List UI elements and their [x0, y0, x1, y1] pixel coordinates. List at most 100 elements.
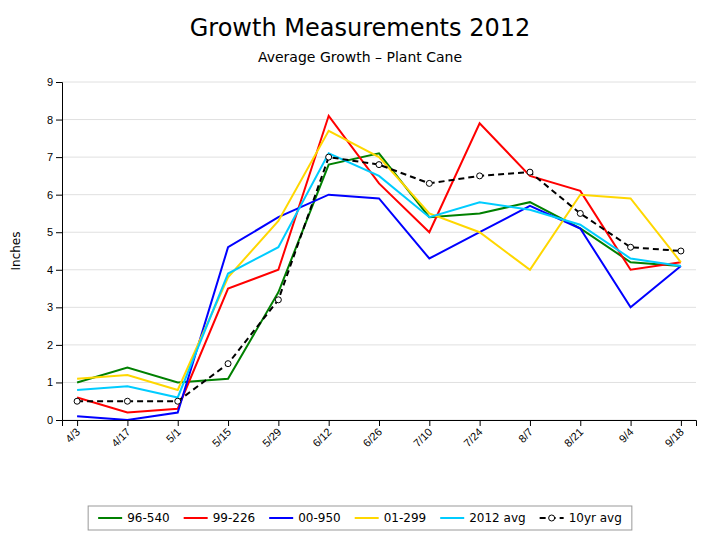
x-tick: 4/3 — [63, 420, 82, 445]
y-tick: 7 — [47, 151, 62, 163]
x-tick-label: 6/26 — [361, 426, 385, 450]
legend-marker — [549, 515, 555, 521]
y-tick-mark — [56, 82, 62, 83]
marker — [124, 398, 130, 404]
grid-line — [62, 82, 696, 83]
x-tick-label: 5/29 — [260, 426, 284, 450]
y-tick: 0 — [47, 414, 62, 426]
x-tick: 7/24 — [461, 420, 485, 449]
x-tick-mark — [530, 420, 531, 426]
x-tick-mark — [631, 420, 632, 426]
x-tick: 6/12 — [310, 420, 334, 449]
series-line — [77, 153, 681, 397]
series-line — [77, 153, 681, 382]
x-tick-label: 5/15 — [210, 426, 234, 450]
marker — [175, 398, 181, 404]
marker — [326, 154, 332, 160]
y-tick: 4 — [47, 264, 62, 276]
x-tick-label: 8/21 — [562, 426, 586, 450]
x-tick-mark — [379, 420, 380, 426]
grid-line — [62, 194, 696, 195]
plot: 0 1 2 3 4 5 6 7 8 9 4/3 4/17 5/1 5/15 5/29 6/12 6/26 7/10… — [47, 76, 697, 449]
x-tick-mark — [580, 420, 581, 426]
x-tick-label: 4/3 — [63, 426, 82, 445]
x-tick: 9/18 — [662, 420, 686, 449]
legend-swatch — [98, 517, 122, 519]
y-tick-mark — [56, 307, 62, 308]
legend-swatch — [355, 517, 379, 519]
x-tick: 5/29 — [260, 420, 284, 449]
marker — [678, 248, 684, 254]
y-tick: 8 — [47, 114, 62, 126]
grid-line — [62, 344, 696, 345]
y-tick-label: 3 — [47, 301, 53, 313]
y-tick: 9 — [47, 76, 62, 88]
y-tick: 5 — [47, 226, 62, 238]
y-tick: 6 — [47, 189, 62, 201]
marker — [426, 180, 432, 186]
grid-line — [62, 232, 696, 233]
x-tick: 5/15 — [210, 420, 234, 449]
subtitle: Average Growth – Plant Cane — [258, 49, 462, 65]
x-tick-mark — [178, 420, 179, 426]
y-tick-mark — [56, 195, 62, 196]
legend: 96-540 99-226 00-950 01-299 2012 avg 10yr avg — [88, 506, 632, 530]
y-tick-label: 4 — [47, 264, 53, 276]
y-tick: 2 — [47, 339, 62, 351]
marker — [477, 173, 483, 179]
legend-label: 10yr avg — [569, 511, 622, 525]
series-line — [77, 116, 681, 413]
x-tick-label: 7/10 — [411, 426, 435, 450]
marker — [74, 398, 80, 404]
marks — [74, 116, 684, 420]
x-tick-label: 5/1 — [164, 426, 183, 445]
x-tick-mark — [228, 420, 229, 426]
marker — [527, 169, 533, 175]
legend-label: 01-299 — [384, 511, 427, 525]
y-tick-mark — [56, 157, 62, 158]
marker — [376, 162, 382, 168]
x-axis: 4/3 4/17 5/1 5/15 5/29 6/12 6/26 7/10 7/24 8/7 8/2… — [63, 420, 697, 449]
legend-label: 2012 avg — [469, 511, 525, 525]
x-axis-line — [63, 421, 697, 427]
legend-label: 99-226 — [213, 511, 256, 525]
x-tick: 4/17 — [109, 420, 133, 449]
x-tick: 9/4 — [616, 420, 635, 445]
legend-swatch — [184, 517, 208, 519]
legend-item: 99-226 — [184, 511, 256, 525]
x-tick-mark — [329, 420, 330, 426]
title: Growth Measurements 2012 — [190, 14, 530, 42]
legend-swatch — [269, 517, 293, 519]
grid — [62, 82, 696, 420]
y-tick: 1 — [47, 376, 62, 388]
chart: Growth Measurements 2012 Average Growth –… — [0, 0, 720, 540]
y-tick-mark — [56, 232, 62, 233]
x-tick-label: 9/18 — [662, 426, 686, 450]
legend-item: 10yr avg — [540, 511, 622, 525]
legend-swatch — [440, 517, 464, 519]
x-tick: 5/1 — [164, 420, 183, 445]
y-axis: 0 1 2 3 4 5 6 7 8 9 — [47, 76, 63, 426]
x-tick-label: 8/7 — [516, 426, 535, 445]
y-tick-mark — [56, 345, 62, 346]
y-tick-mark — [56, 420, 62, 421]
x-tick-label: 9/4 — [616, 426, 635, 445]
x-tick-mark — [278, 420, 279, 426]
marker — [577, 210, 583, 216]
y-axis-title: Inches — [9, 232, 23, 271]
y-tick-label: 8 — [47, 114, 53, 126]
legend-item: 96-540 — [98, 511, 170, 525]
x-tick: 8/21 — [562, 420, 586, 449]
marker — [225, 361, 231, 367]
series-line — [77, 131, 681, 390]
x-tick-mark — [480, 420, 481, 426]
legend-label: 00-950 — [298, 511, 341, 525]
legend-label: 96-540 — [127, 511, 170, 525]
y-tick-label: 1 — [47, 376, 53, 388]
x-tick-mark — [429, 420, 430, 426]
x-tick-mark — [681, 420, 682, 426]
legend-item: 00-950 — [269, 511, 341, 525]
series-markers — [74, 154, 684, 404]
x-tick-mark — [77, 420, 78, 426]
grid-line — [62, 307, 696, 308]
